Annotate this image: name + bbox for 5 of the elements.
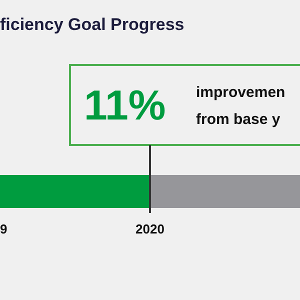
text: 2020	[136, 222, 164, 237]
text: 11%	[84, 82, 166, 129]
text: improvemen from base y	[196, 84, 286, 128]
chart-title: ficiency Goal Progress	[0, 15, 184, 34]
text: 9	[0, 222, 8, 237]
